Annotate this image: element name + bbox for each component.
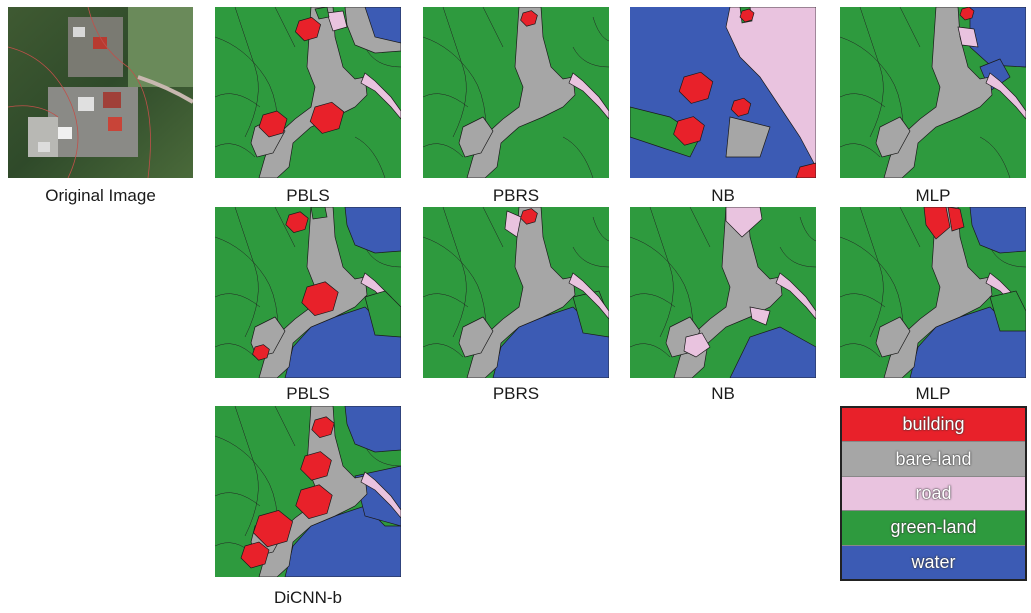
classification-map-mlp-row2 — [840, 207, 1026, 378]
original-image-caption: Original Image — [45, 186, 156, 205]
legend-item-green-land: green-land — [842, 511, 1025, 546]
legend-item-building: building — [842, 408, 1025, 443]
classification-map-mlp-row1 — [840, 7, 1026, 178]
legend-item-road: road — [842, 476, 1025, 512]
legend-item-water: water — [842, 545, 1025, 580]
classification-map-nb-row2 — [630, 207, 816, 378]
caption-pbls-row1: PBLS — [286, 186, 330, 205]
caption-pbrs-row1: PBRS — [492, 186, 540, 205]
original-image — [8, 7, 193, 178]
caption-mlp-row2: MLP — [915, 384, 951, 403]
caption-nb-row1: NB — [711, 186, 735, 205]
classification-map-pbls-row2 — [215, 207, 401, 378]
legend-label-building: building — [902, 414, 965, 435]
legend-label-road: road — [915, 483, 952, 504]
caption-pbls-row2: PBLS — [286, 384, 330, 403]
classification-map-pbls-row1 — [215, 7, 401, 178]
class-legend: building bare-land road green-land water — [840, 406, 1027, 581]
legend-item-bare-land: bare-land — [842, 442, 1025, 477]
classification-map-pbrs-row2 — [423, 207, 609, 378]
legend-label-bare-land: bare-land — [895, 448, 972, 469]
classification-map-nb-row1 — [630, 7, 816, 178]
classification-map-pbrs-row1 — [423, 7, 609, 178]
caption-pbrs-row2: PBRS — [492, 384, 540, 403]
caption-mlp-row1: MLP — [915, 186, 951, 205]
legend-label-green-land: green-land — [890, 517, 977, 538]
caption-dicnn-b: DiCNN-b — [274, 588, 342, 607]
caption-nb-row2: NB — [711, 384, 735, 403]
legend-label-water: water — [911, 551, 956, 572]
classification-map-dicnn-b — [215, 406, 401, 577]
